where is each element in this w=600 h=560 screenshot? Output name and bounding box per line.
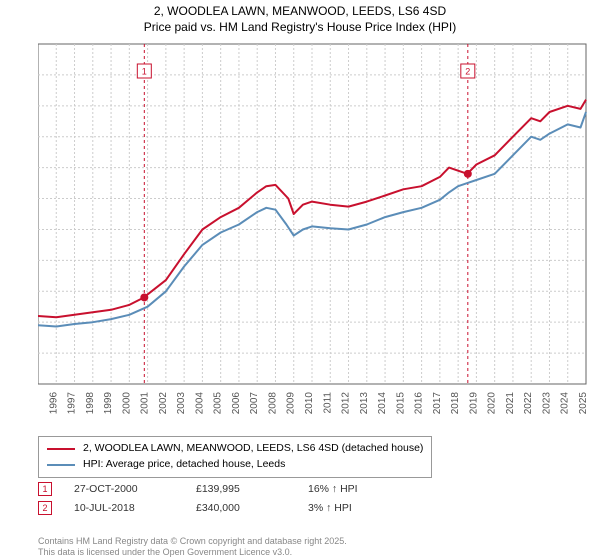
sale-date-2: 10-JUL-2018 (74, 499, 174, 518)
svg-text:2008: 2008 (267, 392, 278, 415)
legend-swatch-price-paid (47, 448, 75, 450)
svg-text:2001: 2001 (140, 392, 151, 415)
svg-text:1999: 1999 (103, 392, 114, 415)
sale-marker-1: 1 (38, 482, 52, 496)
sales-table: 1 27-OCT-2000 £139,995 16% ↑ HPI 2 10-JU… (38, 480, 398, 518)
svg-text:2020: 2020 (487, 392, 498, 415)
legend-swatch-hpi (47, 464, 75, 466)
svg-text:2009: 2009 (286, 392, 297, 415)
table-row: 2 10-JUL-2018 £340,000 3% ↑ HPI (38, 499, 398, 518)
svg-text:2015: 2015 (395, 392, 406, 415)
svg-text:2010: 2010 (304, 392, 315, 415)
svg-text:2011: 2011 (322, 392, 333, 414)
legend-label-price-paid: 2, WOODLEA LAWN, MEANWOOD, LEEDS, LS6 4S… (83, 441, 423, 457)
svg-text:2019: 2019 (468, 392, 479, 415)
svg-text:2021: 2021 (505, 392, 516, 415)
svg-text:2013: 2013 (359, 392, 370, 415)
sale-price-1: £139,995 (196, 480, 286, 499)
svg-text:2006: 2006 (231, 392, 242, 415)
svg-text:2018: 2018 (450, 392, 461, 415)
svg-text:1: 1 (142, 67, 147, 77)
svg-text:2016: 2016 (414, 392, 425, 415)
legend-label-hpi: HPI: Average price, detached house, Leed… (83, 457, 285, 473)
svg-text:2005: 2005 (213, 392, 224, 415)
svg-text:2014: 2014 (377, 392, 388, 415)
chart-plot-area: £0£50K£100K£150K£200K£250K£300K£350K£400… (38, 40, 590, 430)
title-line-2: Price paid vs. HM Land Registry's House … (0, 20, 600, 36)
svg-text:1995: 1995 (38, 392, 41, 415)
svg-text:2025: 2025 (578, 392, 589, 415)
svg-text:2004: 2004 (194, 392, 205, 415)
sale-hpi-2: 3% ↑ HPI (308, 499, 398, 518)
chart-svg: £0£50K£100K£150K£200K£250K£300K£350K£400… (38, 40, 590, 430)
svg-text:2007: 2007 (249, 392, 260, 415)
svg-text:2022: 2022 (523, 392, 534, 415)
legend-row-price-paid: 2, WOODLEA LAWN, MEANWOOD, LEEDS, LS6 4S… (47, 441, 423, 457)
svg-text:1997: 1997 (67, 392, 78, 415)
svg-text:1996: 1996 (48, 392, 59, 415)
svg-text:2000: 2000 (121, 392, 132, 415)
sale-price-2: £340,000 (196, 499, 286, 518)
sale-marker-2: 2 (38, 501, 52, 515)
sale-hpi-1: 16% ↑ HPI (308, 480, 398, 499)
svg-text:2023: 2023 (541, 392, 552, 415)
table-row: 1 27-OCT-2000 £139,995 16% ↑ HPI (38, 480, 398, 499)
sale-date-1: 27-OCT-2000 (74, 480, 174, 499)
legend: 2, WOODLEA LAWN, MEANWOOD, LEEDS, LS6 4S… (38, 436, 432, 478)
svg-text:2017: 2017 (432, 392, 443, 415)
svg-text:1998: 1998 (85, 392, 96, 415)
footer-attribution: Contains HM Land Registry data © Crown c… (38, 536, 347, 559)
chart-title: 2, WOODLEA LAWN, MEANWOOD, LEEDS, LS6 4S… (0, 0, 600, 35)
svg-text:2002: 2002 (158, 392, 169, 415)
footer-line-2: This data is licensed under the Open Gov… (38, 547, 347, 558)
legend-row-hpi: HPI: Average price, detached house, Leed… (47, 457, 423, 473)
svg-text:2: 2 (465, 67, 470, 77)
title-line-1: 2, WOODLEA LAWN, MEANWOOD, LEEDS, LS6 4S… (0, 4, 600, 20)
footer-line-1: Contains HM Land Registry data © Crown c… (38, 536, 347, 547)
svg-text:2012: 2012 (341, 392, 352, 415)
svg-text:2003: 2003 (176, 392, 187, 415)
svg-text:2024: 2024 (560, 392, 571, 415)
